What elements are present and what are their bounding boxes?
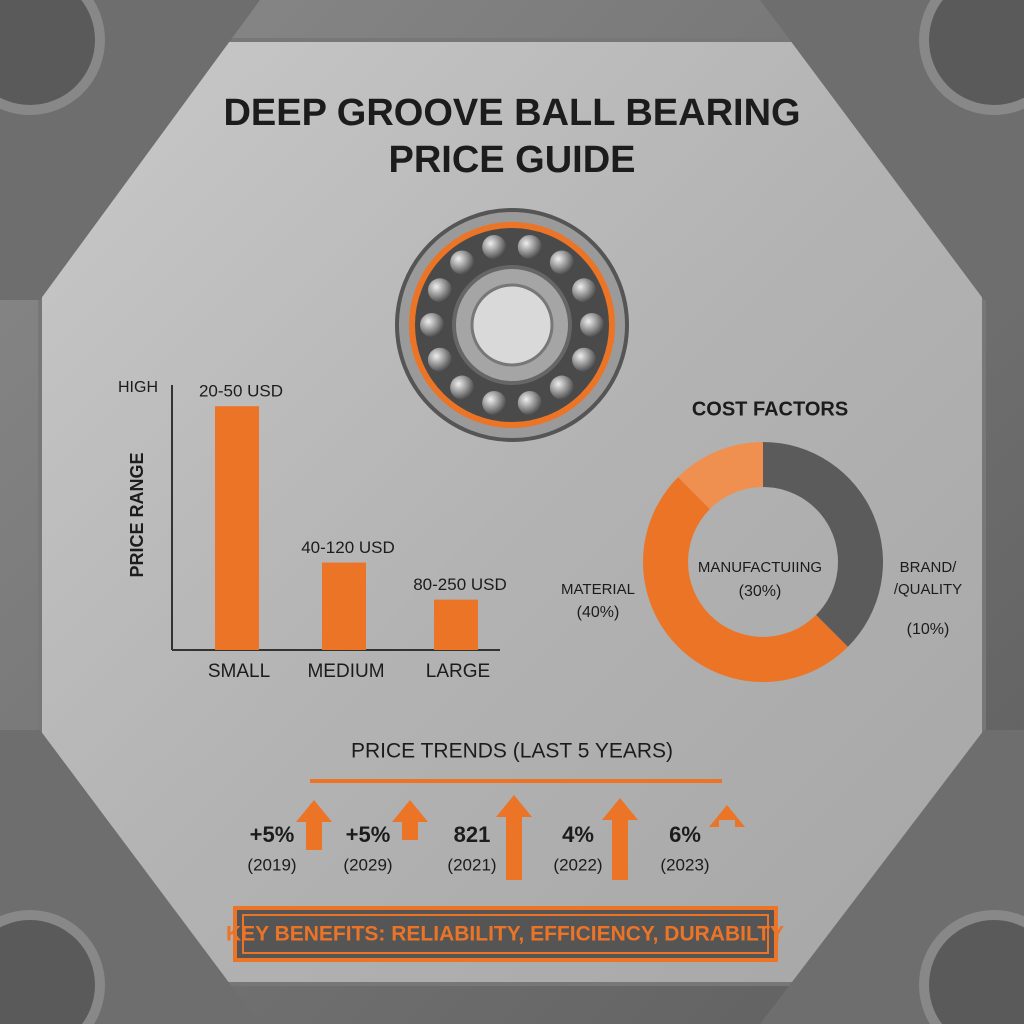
- segment-name: MATERIAL: [561, 581, 635, 598]
- segment-value-label: (30%): [739, 583, 782, 600]
- donut-chart: COST FACTORS MATERIAL (40%) MANUFACTUIING (…: [561, 398, 962, 682]
- trend-value: 4%: [562, 822, 594, 847]
- bar-annotation: 20-50 USD: [199, 382, 283, 401]
- trend-arrow: [496, 795, 532, 880]
- category-label: MEDIUM: [307, 661, 384, 682]
- benefits-box: [233, 906, 778, 962]
- ball: [450, 375, 475, 400]
- benefits-inner: [242, 914, 769, 954]
- donut-segment: [678, 442, 763, 509]
- trend-year: (2019): [247, 855, 296, 874]
- title-line: PRICE GUIDE: [388, 139, 635, 181]
- bar: [322, 562, 366, 650]
- benefits-text: KEY BENEFITS: RELIABILITY, EFFICIENCY, D…: [226, 923, 784, 946]
- trends-title: PRICE TRENDS (LAST 5 YEARS): [351, 740, 673, 763]
- donut-title: COST FACTORS: [692, 398, 848, 420]
- trend-arrow: [602, 798, 638, 880]
- ball: [580, 313, 604, 337]
- ball: [572, 278, 597, 303]
- trend-value: +5%: [250, 822, 295, 847]
- trend-value: +5%: [346, 822, 391, 847]
- segment-value-label: (10%): [907, 621, 950, 638]
- y-top-label: HIGH: [118, 379, 158, 396]
- bearing-illustration: [395, 208, 629, 442]
- bore: [470, 283, 554, 367]
- segment-name: MANUFACTUIING: [698, 559, 822, 576]
- corner-bolt: [919, 0, 1024, 115]
- trend-value: 6%: [669, 822, 701, 847]
- corner-bolt: [0, 910, 105, 1024]
- category-label: SMALL: [208, 661, 270, 682]
- ball: [482, 390, 507, 415]
- ball: [427, 278, 452, 303]
- ball: [517, 235, 542, 260]
- y-axis-label: PRICE RANGE: [127, 452, 147, 577]
- ball: [517, 390, 542, 415]
- ball: [450, 250, 475, 275]
- ball: [420, 313, 444, 337]
- segment-name: BRAND/: [900, 559, 958, 576]
- corner-bolt: [0, 0, 105, 115]
- trend-arrow: [392, 800, 428, 840]
- ball: [482, 235, 507, 260]
- title-line: DEEP GROOVE BALL BEARING: [223, 92, 800, 134]
- segment-name: /QUALITY: [894, 581, 962, 598]
- bar-chart: HIGH PRICE RANGE 20-50 USD SMALL 40-120 US…: [118, 379, 507, 682]
- bar-annotation: 80-250 USD: [413, 575, 507, 594]
- donut-segment: [642, 477, 848, 682]
- price-trends: PRICE TRENDS (LAST 5 YEARS) +5% (2019) +5%…: [247, 740, 745, 880]
- corner-bolt: [919, 910, 1024, 1024]
- trend-year: (2029): [343, 855, 392, 874]
- ball: [572, 347, 597, 372]
- segment-value-label: (40%): [577, 604, 620, 621]
- trend-year: (2022): [553, 855, 602, 874]
- ball: [549, 375, 574, 400]
- category-label: LARGE: [426, 661, 490, 682]
- donut-segment: [763, 442, 884, 647]
- bar: [434, 599, 478, 650]
- bar-annotation: 40-120 USD: [301, 538, 395, 557]
- ball: [427, 347, 452, 372]
- trend-arrow: [296, 800, 332, 850]
- trend-arrow: [709, 805, 745, 827]
- trend-year: (2021): [447, 855, 496, 874]
- bar: [215, 406, 259, 650]
- trend-value: 821: [454, 822, 491, 847]
- balls: [420, 235, 604, 415]
- trend-year: (2023): [660, 855, 709, 874]
- ball: [549, 250, 574, 275]
